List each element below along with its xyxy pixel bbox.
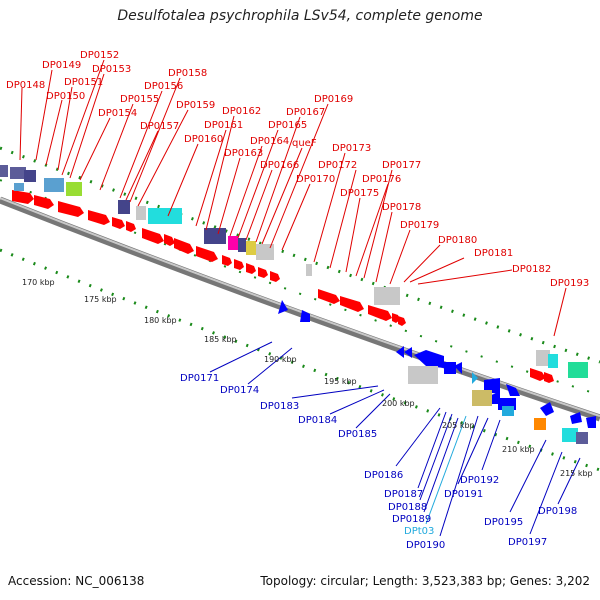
gene-label: DP0158 [168, 68, 207, 79]
gene-label: DP0189 [392, 514, 431, 525]
gene-label: DP0181 [474, 248, 513, 259]
gene-label: DP0188 [388, 502, 427, 513]
gene-label: DP0171 [180, 373, 219, 384]
gene-label: DP0166 [260, 160, 299, 171]
gene-label: DP0163 [224, 148, 263, 159]
forward-leaders [19, 59, 567, 337]
gene-label: DP0190 [406, 540, 445, 551]
gene-label: DP0169 [314, 94, 353, 105]
gene-label: DP0173 [332, 143, 371, 154]
gene-label: DP0177 [382, 160, 421, 171]
forward-box-features [0, 165, 588, 378]
gene-label: DP0182 [512, 264, 551, 275]
reverse-leaders [209, 341, 581, 537]
accession-label: Accession: NC_006138 [8, 574, 145, 588]
gene-label: DPt03 [404, 526, 434, 537]
map-title: Desulfotalea psychrophila LSv54, complet… [117, 8, 483, 24]
gene-label: DP0156 [144, 81, 183, 92]
tick-label: 190 kbp [264, 355, 297, 364]
tick-label: 215 kbp [560, 469, 593, 478]
gene-label: DP0175 [340, 188, 379, 199]
gene-label: DP0161 [204, 120, 243, 131]
tick-label: 210 kbp [502, 445, 535, 454]
gene-label: queF [292, 138, 317, 149]
tick-label: 170 kbp [22, 278, 55, 287]
gene-label: DP0184 [298, 415, 337, 426]
gene-label: DP0165 [268, 120, 307, 131]
gene-label: DP0183 [260, 401, 299, 412]
reverse-features [278, 300, 596, 444]
gene-label: DP0180 [438, 235, 477, 246]
gene-label: DP0152 [80, 50, 119, 61]
gene-label: DP0151 [64, 77, 103, 88]
gene-label: DP0157 [140, 121, 179, 132]
gene-label: DP0160 [184, 134, 223, 145]
gene-label: DP0192 [460, 475, 499, 486]
gene-label: DP0159 [176, 100, 215, 111]
forward-guide-track [0, 179, 600, 396]
gene-label: DP0162 [222, 106, 261, 117]
gene-label: DP0193 [550, 278, 589, 289]
gene-label: DP0198 [538, 506, 577, 517]
inner-guide-track [0, 248, 600, 472]
tick-label: 205 kbp [442, 421, 475, 430]
gene-label: DP0170 [296, 174, 335, 185]
forward-gene-labels: DP0148 DP0149 DP0150 DP0151 DP0152 DP015… [6, 50, 589, 289]
gene-label: DP0197 [508, 537, 547, 548]
tick-label: 200 kbp [382, 399, 415, 408]
tick-label: 180 kbp [144, 316, 177, 325]
gene-label: DP0153 [92, 64, 131, 75]
gene-label: DP0164 [250, 136, 289, 147]
gene-label: DP0148 [6, 80, 45, 91]
gene-label: DP0150 [46, 91, 85, 102]
gene-label: DP0154 [98, 108, 137, 119]
scale-ticks: 170 kbp 175 kbp 180 kbp 185 kbp 190 kbp … [22, 278, 593, 478]
gene-label: DP0174 [220, 385, 259, 396]
gene-label: DP0185 [338, 429, 377, 440]
gene-label: DP0186 [364, 470, 403, 481]
tick-label: 185 kbp [204, 335, 237, 344]
gene-label: DP0155 [120, 94, 159, 105]
gene-label: DP0187 [384, 489, 423, 500]
gene-label: DP0191 [444, 489, 483, 500]
gene-label: DP0178 [382, 202, 421, 213]
gene-label: DP0167 [286, 107, 325, 118]
gene-label: DP0149 [42, 60, 81, 71]
genome-backbone-highlight [0, 197, 600, 417]
gene-label: DP0195 [484, 517, 523, 528]
tick-label: 175 kbp [84, 295, 117, 304]
gene-label: DP0172 [318, 160, 357, 171]
reverse-gene-labels: DP0171 DP0174 DP0183 DP0184 DP0185 DP018… [180, 373, 577, 551]
gene-label: DP0176 [362, 174, 401, 185]
gene-label: DP0179 [400, 220, 439, 231]
tick-label: 195 kbp [324, 377, 357, 386]
forward-features [12, 190, 554, 383]
genome-summary: Topology: circular; Length: 3,523,383 bp… [260, 574, 590, 588]
